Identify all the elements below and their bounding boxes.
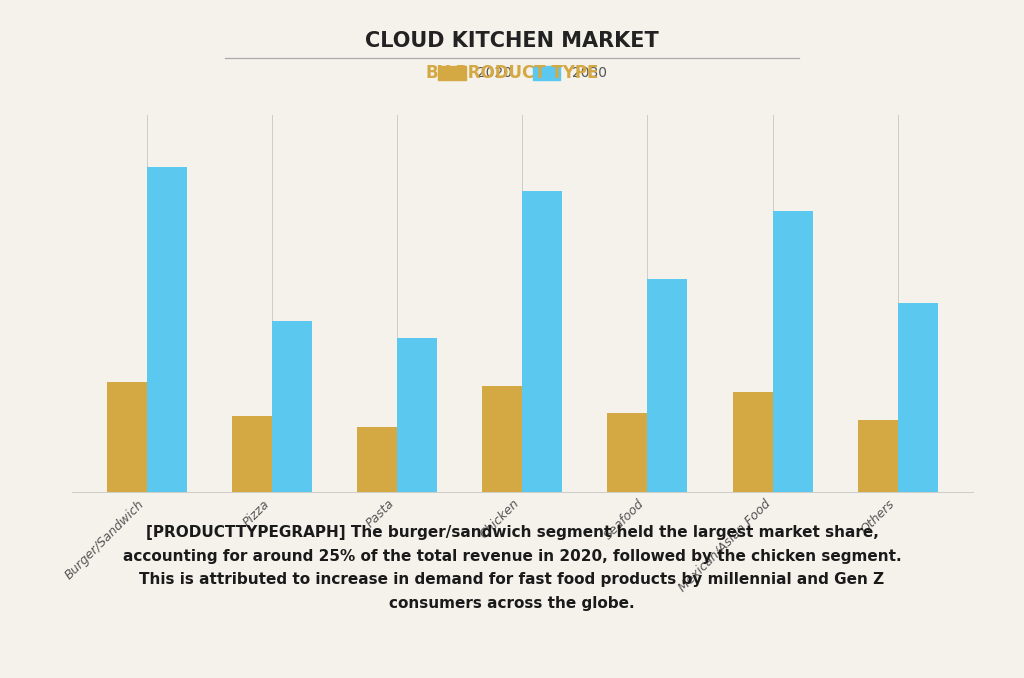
Bar xyxy=(106,382,146,492)
Bar xyxy=(482,386,522,492)
Bar xyxy=(231,416,272,492)
Bar xyxy=(607,413,647,492)
Text: [PRODUCTTYPEGRAPH] The burger/sandwich segment held the largest market share,
ac: [PRODUCTTYPEGRAPH] The burger/sandwich s… xyxy=(123,525,901,611)
Bar xyxy=(772,211,813,492)
Text: BY PRODUCT TYPE: BY PRODUCT TYPE xyxy=(426,64,598,83)
Bar xyxy=(732,393,772,492)
Bar xyxy=(898,304,938,492)
Text: CLOUD KITCHEN MARKET: CLOUD KITCHEN MARKET xyxy=(366,31,658,50)
Bar xyxy=(858,420,898,492)
Bar xyxy=(522,191,562,492)
Bar xyxy=(397,338,437,492)
Bar xyxy=(357,426,397,492)
Bar xyxy=(272,321,312,492)
Legend: 2020, 2030: 2020, 2030 xyxy=(432,60,612,86)
Bar xyxy=(647,279,687,492)
Bar xyxy=(146,167,186,492)
